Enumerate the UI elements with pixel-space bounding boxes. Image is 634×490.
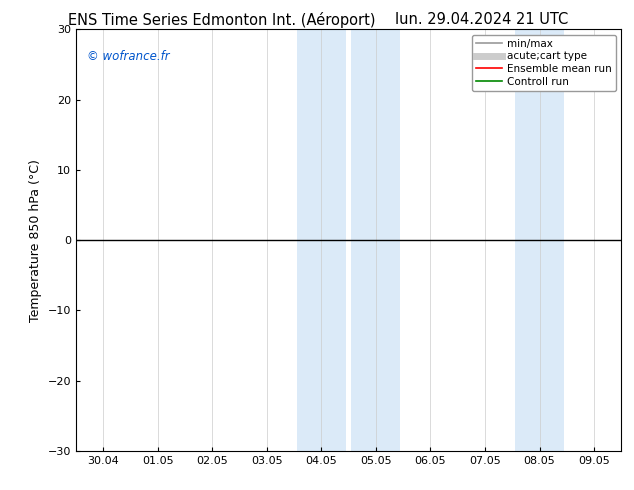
Bar [351, 29, 401, 451]
Y-axis label: Temperature 850 hPa (°C): Temperature 850 hPa (°C) [29, 159, 42, 321]
Text: © wofrance.fr: © wofrance.fr [87, 50, 170, 64]
Text: lun. 29.04.2024 21 UTC: lun. 29.04.2024 21 UTC [395, 12, 569, 27]
Text: ENS Time Series Edmonton Int. (Aéroport): ENS Time Series Edmonton Int. (Aéroport) [68, 12, 376, 28]
Bar [515, 29, 564, 451]
Legend: min/max, acute;cart type, Ensemble mean run, Controll run: min/max, acute;cart type, Ensemble mean … [472, 35, 616, 91]
Bar [297, 29, 346, 451]
